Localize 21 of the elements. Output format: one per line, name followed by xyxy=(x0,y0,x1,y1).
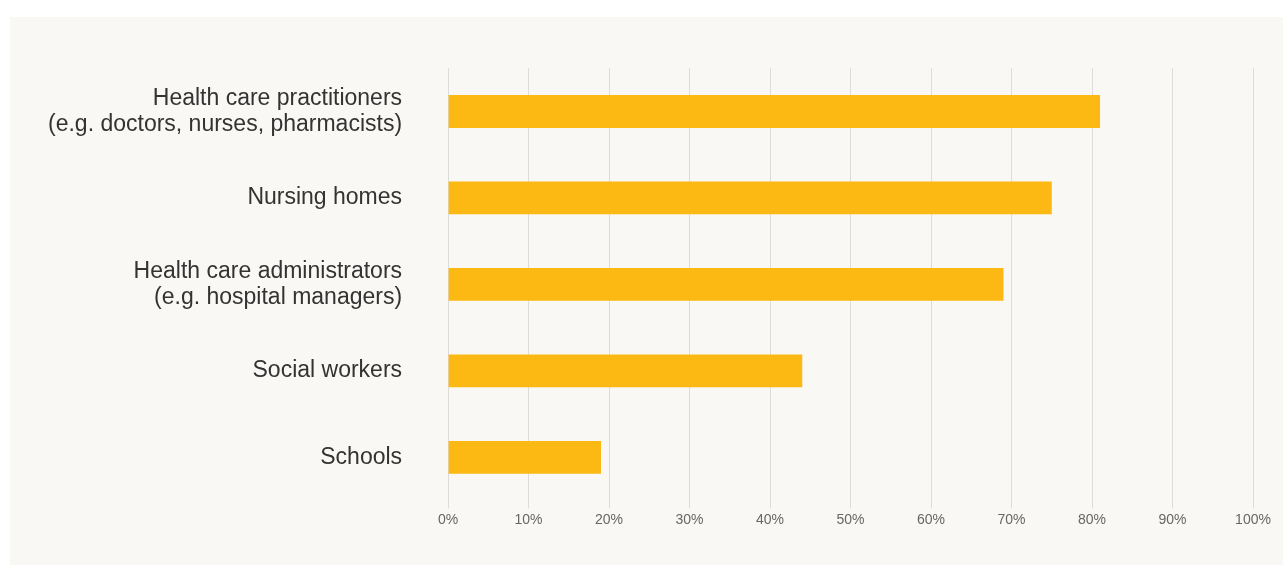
x-tick-label: 70% xyxy=(997,510,1026,527)
bar xyxy=(448,181,1052,215)
bar xyxy=(448,267,1004,301)
x-tick-label: 90% xyxy=(1158,510,1187,527)
bar xyxy=(448,354,803,388)
x-tick-label: 80% xyxy=(1078,510,1107,527)
bar xyxy=(448,440,602,474)
x-tick-label: 50% xyxy=(836,510,865,527)
y-tick-label: Health care administrators (e.g. hospital managers) xyxy=(133,256,403,309)
y-tick-label: Schools xyxy=(320,442,403,469)
x-tick-label: 30% xyxy=(675,510,704,527)
x-tick-label: 100% xyxy=(1235,510,1271,527)
x-tick-label: 40% xyxy=(756,510,785,527)
y-tick-label: Nursing homes xyxy=(247,183,403,210)
x-tick-label: 0% xyxy=(437,510,459,527)
y-tick-label: Social workers xyxy=(252,356,403,383)
x-tick-label: 60% xyxy=(917,510,946,527)
x-tick-label: 10% xyxy=(514,510,543,527)
y-tick-label: Health care practitioners (e.g. doctors, nurses, pharmacists) xyxy=(48,83,403,137)
x-tick-label: 20% xyxy=(595,510,624,527)
bar xyxy=(448,95,1101,128)
